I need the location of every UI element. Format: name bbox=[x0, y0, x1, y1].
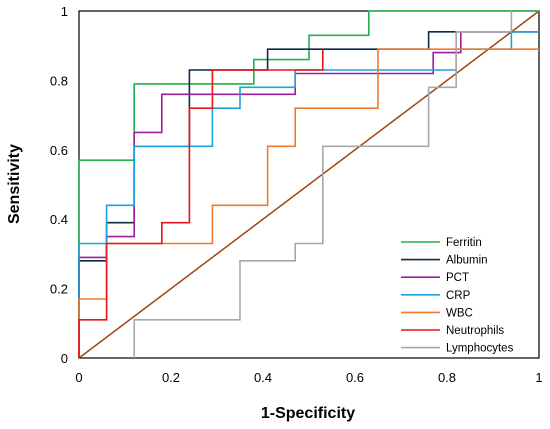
y-tick-label: 1 bbox=[61, 4, 68, 19]
x-tick-label: 0.8 bbox=[438, 370, 456, 385]
legend-label-neutrophils: Neutrophils bbox=[446, 325, 504, 337]
y-tick-label: 0.4 bbox=[50, 212, 68, 227]
y-axis-title: Sensitivity bbox=[6, 144, 23, 224]
x-tick-label: 0.2 bbox=[162, 370, 180, 385]
series-line-lymphocytes bbox=[133, 11, 513, 358]
x-tick-label: 0.6 bbox=[346, 370, 364, 385]
y-tick-label: 0 bbox=[61, 351, 68, 366]
legend-label-ferritin: Ferritin bbox=[446, 237, 482, 249]
legend-label-wbc: WBC bbox=[446, 307, 473, 319]
legend-label-lymphocytes: Lymphocytes bbox=[446, 343, 514, 355]
axis-ticks: 0 0.2 0.4 0.6 0.8 1 0 0.2 0.4 0.6 0.8 1 bbox=[50, 4, 543, 385]
y-tick-label: 0.8 bbox=[50, 73, 68, 88]
x-tick-label: 0 bbox=[75, 370, 82, 385]
series-line-neutrophils bbox=[78, 49, 324, 358]
legend-label-pct: PCT bbox=[446, 272, 469, 284]
y-tick-label: 0.6 bbox=[50, 143, 68, 158]
legend-label-albumin: Albumin bbox=[446, 255, 488, 267]
y-tick-label: 0.2 bbox=[50, 282, 68, 297]
x-tick-label: 1 bbox=[535, 370, 542, 385]
legend: Ferritin Albumin PCT CRP WBC Neutrophils Lymph… bbox=[401, 237, 514, 355]
plot-area bbox=[78, 10, 540, 359]
x-tick-label: 0.4 bbox=[254, 370, 272, 385]
series-line-ferritin bbox=[78, 10, 539, 358]
reference-diagonal-line bbox=[78, 10, 540, 359]
x-axis-title: 1-Specificity bbox=[261, 405, 355, 422]
legend-label-crp: CRP bbox=[446, 290, 471, 302]
